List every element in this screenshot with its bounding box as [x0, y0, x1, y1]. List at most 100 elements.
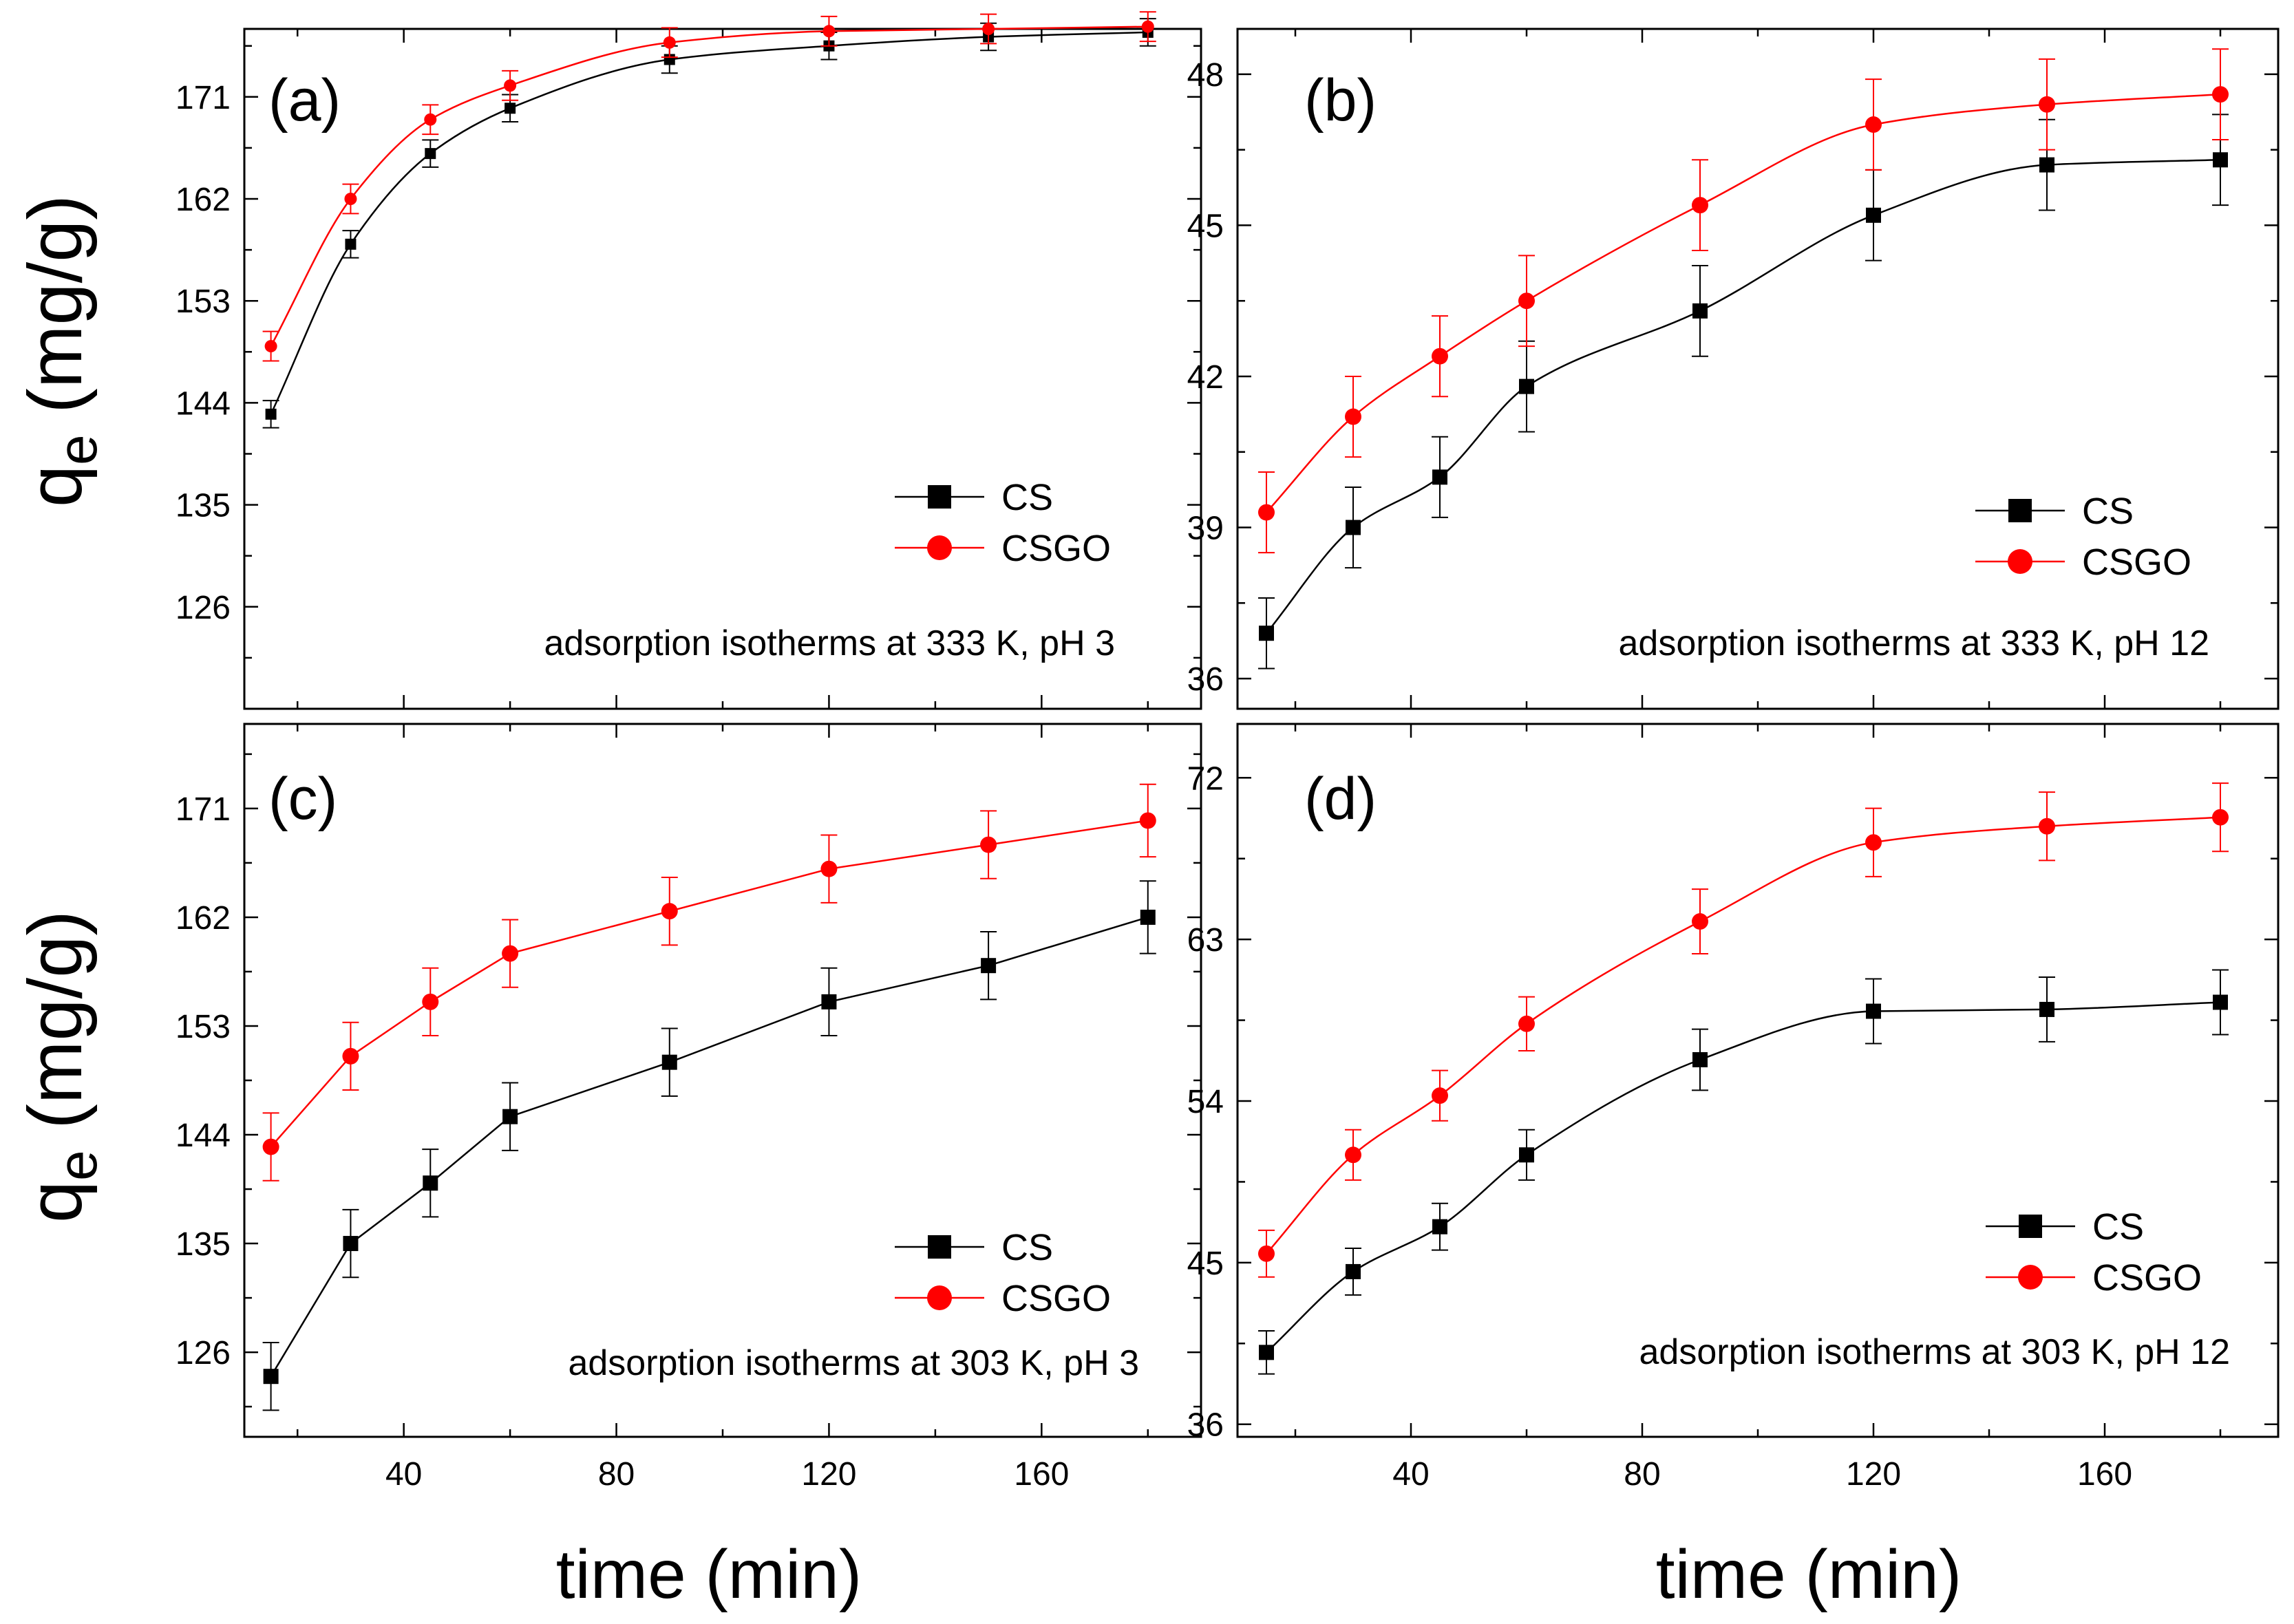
data-point [1519, 1147, 1534, 1163]
legend-label: CSGO [2092, 1257, 2202, 1299]
data-point [344, 193, 357, 205]
data-point [1692, 303, 1708, 319]
data-point [1258, 504, 1275, 521]
series-cs [1258, 969, 2229, 1375]
legend-label: CS [1001, 1227, 1053, 1268]
data-point [2039, 96, 2055, 113]
data-point [504, 79, 517, 92]
legend: CS CSGO [1986, 1206, 2202, 1299]
data-point [1345, 1146, 1361, 1164]
x-tick-label: 40 [1392, 1456, 1429, 1493]
data-point [663, 36, 676, 49]
legend-marker [927, 535, 952, 560]
data-point [424, 113, 437, 126]
y-tick-label: 36 [1187, 661, 1224, 698]
legend: CS CSGO [1975, 491, 2191, 583]
panels: 126 135 144 153 162 171 (a) CS CSGO adsorption is… [176, 11, 2280, 1493]
data-point [264, 340, 277, 353]
data-point [1346, 520, 1361, 535]
y-tick-label: 144 [176, 1118, 231, 1154]
y-tick-label: 54 [1187, 1084, 1224, 1120]
data-point [1432, 1219, 1447, 1235]
y-axis-title-top: qe (mg/g) [13, 195, 108, 507]
data-point [502, 945, 519, 962]
chart-annotation: adsorption isotherms at 303 K, pH 12 [1639, 1332, 2230, 1372]
y-tick-label: 72 [1187, 760, 1224, 797]
panel-label: (d) [1304, 766, 1377, 832]
data-point [1140, 909, 1156, 925]
data-point [422, 993, 439, 1010]
y-tick-label: 153 [176, 284, 231, 320]
legend-marker [2019, 1215, 2042, 1238]
legend-marker [928, 1235, 951, 1259]
y-tick-label: 48 [1187, 57, 1224, 94]
data-point [661, 903, 678, 920]
panel-c: 40 80 120 160 126 135 144 153 162 171 (c) CS CSGO ads… [176, 723, 1202, 1493]
series-line [1266, 1001, 2221, 1354]
data-point [982, 23, 995, 35]
data-point [1692, 913, 1708, 930]
data-point [1692, 1051, 1708, 1067]
data-point [1432, 469, 1447, 485]
legend-label: CS [1001, 477, 1053, 518]
data-point [425, 148, 436, 160]
y-tick-label: 171 [176, 791, 231, 828]
data-point [1259, 1345, 1274, 1360]
x-axis-title-left: time (min) [556, 1536, 862, 1613]
data-point [1141, 20, 1154, 33]
data-point [1866, 207, 1881, 223]
legend-label: CS [2082, 491, 2134, 532]
data-point [1258, 1245, 1275, 1262]
y-tick-label: 36 [1187, 1407, 1224, 1444]
data-point [342, 1047, 359, 1065]
series-csgo [1258, 48, 2229, 554]
y-tick-label: 126 [176, 590, 231, 626]
x-axis-title-right: time (min) [1656, 1536, 1962, 1613]
data-point [2212, 809, 2229, 826]
y-tick-label: 39 [1187, 511, 1224, 547]
data-point [423, 1175, 438, 1191]
y-tick-label: 126 [176, 1335, 231, 1371]
data-point [262, 1138, 279, 1155]
series-csgo [1258, 782, 2229, 1278]
x-tick-label: 120 [801, 1456, 856, 1493]
legend-marker [928, 485, 951, 509]
data-point [502, 1109, 518, 1124]
panel-a: 126 135 144 153 162 171 (a) CS CSGO adsorption is… [176, 11, 1202, 710]
data-point [263, 1369, 279, 1385]
x-tick-label: 160 [1014, 1456, 1069, 1493]
data-point [1866, 1003, 1881, 1019]
y-tick-label: 63 [1187, 922, 1224, 959]
data-point [1345, 408, 1361, 425]
series-csgo [262, 11, 1156, 362]
legend-marker [927, 1285, 952, 1310]
legend-marker [2008, 549, 2032, 574]
y-tick-label: 162 [176, 182, 231, 218]
series-line [270, 820, 1148, 1148]
data-point [345, 238, 357, 250]
series-line [270, 916, 1149, 1377]
series-line [1266, 93, 2221, 513]
series-line [1266, 159, 2221, 634]
data-point [1519, 378, 1534, 394]
data-point [265, 408, 277, 420]
legend: CS CSGO [895, 477, 1111, 569]
x-tick-label: 120 [1846, 1456, 1901, 1493]
y-axis-title-main: q [13, 1181, 98, 1223]
y-axis-title-unit: (mg/g) [13, 910, 98, 1150]
data-point [980, 836, 997, 853]
data-point [2213, 994, 2228, 1010]
series-csgo [262, 783, 1156, 1182]
chart-annotation: adsorption isotherms at 333 K, pH 3 [544, 623, 1115, 663]
panel-label: (a) [268, 67, 341, 133]
y-tick-label: 171 [176, 80, 231, 116]
data-point [1432, 1087, 1448, 1104]
x-tick-label: 80 [1624, 1456, 1660, 1493]
panel-label: (c) [268, 766, 337, 832]
data-point [1432, 348, 1448, 365]
data-point [1346, 1263, 1361, 1279]
legend-label: CS [2092, 1206, 2144, 1248]
data-point [2213, 152, 2228, 168]
data-point [661, 1054, 677, 1070]
